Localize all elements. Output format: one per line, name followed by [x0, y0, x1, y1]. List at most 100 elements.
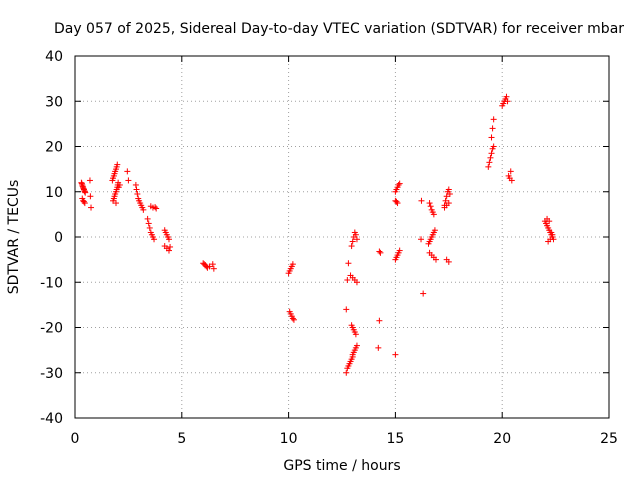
y-tick-label: 40	[45, 49, 63, 65]
data-point	[426, 200, 433, 207]
data-point	[445, 200, 452, 207]
data-point	[343, 369, 350, 376]
data-point	[488, 134, 495, 141]
data-point	[487, 154, 494, 161]
data-point	[432, 256, 439, 263]
data-point	[165, 236, 172, 243]
data-point	[445, 258, 452, 265]
data-point	[376, 317, 383, 324]
data-point	[289, 261, 296, 268]
data-point	[140, 206, 147, 213]
data-point	[353, 342, 360, 349]
data-point	[125, 177, 132, 184]
data-point	[546, 218, 553, 225]
data-point	[549, 231, 556, 238]
data-point	[503, 93, 510, 100]
data-point	[210, 265, 217, 272]
y-tick-label: 10	[45, 185, 63, 201]
data-point	[443, 193, 450, 200]
data-point	[418, 197, 425, 204]
data-point	[206, 263, 213, 270]
x-tick-labels: 0 5 10 15 20 25	[71, 431, 618, 447]
data-point	[348, 243, 355, 250]
data-point	[343, 306, 350, 313]
data-point	[431, 227, 438, 234]
data-point	[504, 98, 511, 105]
data-point	[133, 186, 140, 193]
x-tick-label: 20	[493, 431, 511, 447]
data-points	[78, 93, 557, 376]
data-point	[152, 204, 159, 211]
data-point	[153, 205, 160, 212]
data-point	[430, 211, 437, 218]
data-point	[87, 193, 94, 200]
y-tick-label: -10	[40, 275, 63, 291]
x-tick-label: 10	[280, 431, 298, 447]
data-point	[395, 181, 402, 188]
data-point	[124, 168, 131, 175]
x-axis-label: GPS time / hours	[283, 458, 400, 474]
y-tick-label: -20	[40, 321, 63, 337]
y-tick-label: 0	[54, 230, 63, 246]
x-tick-label: 5	[177, 431, 186, 447]
data-point	[507, 168, 514, 175]
data-point	[167, 243, 174, 250]
data-point	[86, 177, 93, 184]
data-point	[344, 276, 351, 283]
y-tick-label: 20	[45, 140, 63, 156]
x-tick-label: 15	[386, 431, 404, 447]
data-point	[88, 204, 95, 211]
data-point	[394, 200, 401, 207]
data-point	[393, 198, 400, 205]
data-point	[376, 248, 383, 255]
y-tick-label: -40	[40, 411, 63, 427]
data-point	[490, 143, 497, 150]
data-point	[349, 238, 356, 245]
grid-lines	[75, 56, 609, 418]
y-tick-label: -30	[40, 366, 63, 382]
data-point	[80, 198, 87, 205]
data-point	[396, 180, 403, 187]
chart-title: Day 057 of 2025, Sidereal Day-to-day VTE…	[54, 21, 624, 37]
data-point	[290, 316, 297, 323]
data-point	[490, 116, 497, 123]
y-axis-label: SDTVAR / TECUs	[6, 180, 22, 295]
data-point	[486, 159, 493, 166]
data-point	[418, 236, 425, 243]
data-point	[345, 260, 352, 267]
data-point	[489, 125, 496, 132]
data-point	[113, 200, 120, 207]
data-point	[145, 220, 152, 227]
data-point	[151, 236, 158, 243]
y-tick-labels: -40 -30 -20 -10 0 10 20 30 40	[40, 49, 63, 427]
data-point	[375, 344, 382, 351]
data-point	[144, 215, 151, 222]
data-point	[485, 163, 492, 170]
data-point	[488, 150, 495, 157]
data-point	[508, 177, 515, 184]
data-point	[427, 203, 434, 210]
data-point	[353, 279, 360, 286]
data-point	[116, 181, 123, 188]
data-point	[353, 236, 360, 243]
data-point	[132, 181, 139, 188]
data-point	[146, 224, 153, 231]
data-point	[114, 161, 121, 168]
data-point	[209, 261, 216, 268]
data-point	[446, 191, 453, 198]
data-point	[352, 331, 359, 338]
data-point	[442, 197, 449, 204]
data-point	[81, 200, 88, 207]
axis-ticks	[74, 55, 610, 419]
data-point	[392, 351, 399, 358]
data-point	[396, 247, 403, 254]
data-point	[289, 315, 296, 322]
data-point	[165, 247, 172, 254]
data-point	[82, 189, 89, 196]
data-point	[445, 186, 452, 193]
data-point	[134, 191, 141, 198]
data-point	[377, 249, 384, 256]
y-tick-label: 30	[45, 94, 63, 110]
data-point	[420, 290, 427, 297]
